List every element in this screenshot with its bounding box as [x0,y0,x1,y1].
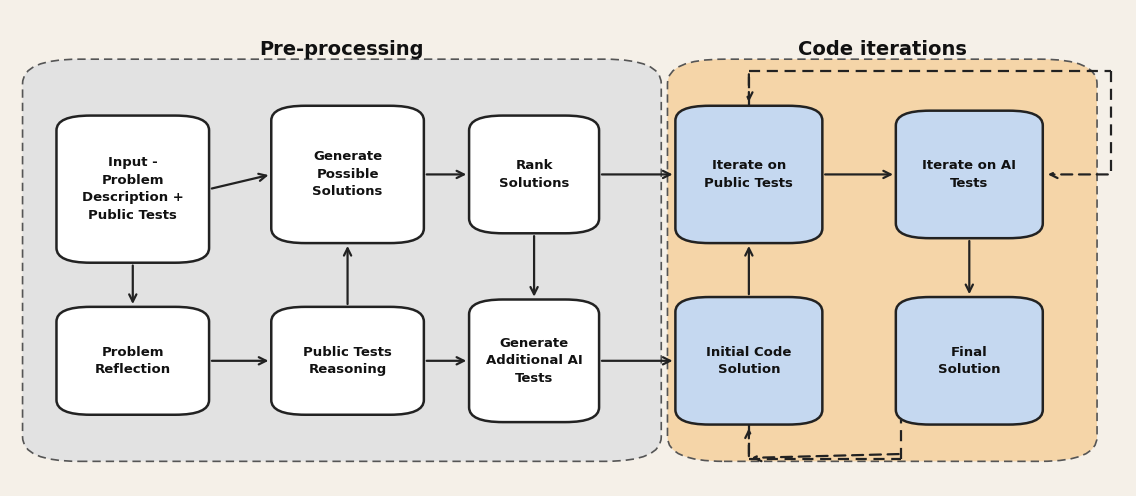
FancyBboxPatch shape [469,116,599,233]
FancyBboxPatch shape [19,22,1117,474]
Text: Initial Code
Solution: Initial Code Solution [707,346,792,376]
FancyBboxPatch shape [896,111,1043,238]
Text: Code iterations: Code iterations [797,40,967,59]
Text: Problem
Reflection: Problem Reflection [94,346,170,376]
Text: Rank
Solutions: Rank Solutions [499,159,569,189]
FancyBboxPatch shape [469,300,599,422]
FancyBboxPatch shape [57,116,209,263]
Text: Input -
Problem
Description +
Public Tests: Input - Problem Description + Public Tes… [82,156,184,222]
FancyBboxPatch shape [57,307,209,415]
FancyBboxPatch shape [272,307,424,415]
Text: Pre-processing: Pre-processing [260,40,424,59]
Text: Final
Solution: Final Solution [938,346,1001,376]
FancyBboxPatch shape [668,59,1097,461]
Text: Generate
Possible
Solutions: Generate Possible Solutions [312,150,383,198]
FancyBboxPatch shape [676,297,822,425]
FancyBboxPatch shape [23,59,661,461]
FancyBboxPatch shape [676,106,822,243]
Text: Public Tests
Reasoning: Public Tests Reasoning [303,346,392,376]
FancyBboxPatch shape [896,297,1043,425]
Text: Iterate on AI
Tests: Iterate on AI Tests [922,159,1017,189]
FancyBboxPatch shape [272,106,424,243]
Text: Generate
Additional AI
Tests: Generate Additional AI Tests [486,337,583,385]
Text: Iterate on
Public Tests: Iterate on Public Tests [704,159,793,189]
